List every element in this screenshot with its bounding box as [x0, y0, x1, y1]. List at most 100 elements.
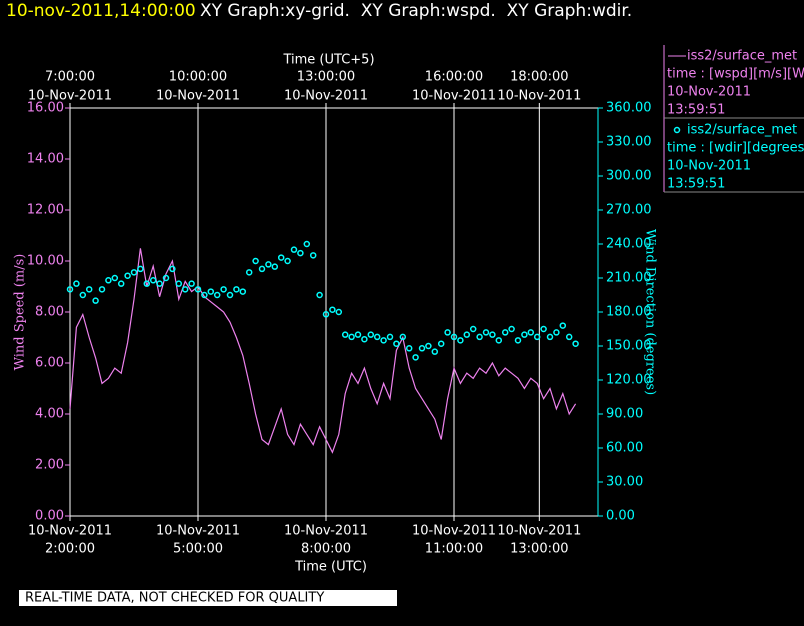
- point: [412, 354, 419, 361]
- y2-tick-label: 150.00: [606, 339, 652, 354]
- point: [335, 308, 343, 316]
- point: [169, 265, 176, 273]
- point: [105, 277, 112, 284]
- point: [341, 331, 349, 338]
- point: [540, 325, 547, 333]
- x-tick-label: 10-Nov-2011: [156, 524, 240, 539]
- point: [226, 291, 234, 299]
- point: [92, 297, 99, 304]
- x-tick-label: 10-Nov-2011: [497, 524, 581, 539]
- x-axis-label: Time (UTC): [294, 560, 367, 575]
- x-tick-label: 11:00:00: [425, 542, 483, 557]
- point: [457, 337, 464, 344]
- x-tick-label: 2:00:00: [45, 542, 95, 557]
- point: [316, 291, 323, 299]
- point: [117, 280, 125, 287]
- x2-tick-label: 10-Nov-2011: [412, 89, 496, 104]
- point: [527, 329, 535, 336]
- legend-swatch: [673, 126, 681, 134]
- point: [425, 342, 432, 350]
- legend-label: iss2/surface_met: [687, 123, 797, 138]
- y-tick-label: 16.00: [27, 101, 64, 116]
- x2-tick-label: 10-Nov-2011: [28, 89, 112, 104]
- note-box: [19, 590, 397, 606]
- point: [252, 257, 259, 265]
- point: [393, 340, 400, 347]
- point: [489, 331, 496, 338]
- point: [258, 265, 266, 273]
- x-tick-label: 10-Nov-2011: [284, 524, 368, 539]
- point: [431, 348, 439, 355]
- point: [437, 340, 445, 347]
- point: [521, 331, 528, 338]
- point: [303, 240, 311, 248]
- point: [85, 286, 93, 293]
- point: [245, 269, 253, 276]
- point: [201, 291, 208, 299]
- point: [149, 277, 157, 284]
- point: [501, 329, 509, 336]
- x2-tick-label: 18:00:00: [510, 70, 568, 85]
- y2-tick-label: 330.00: [606, 135, 652, 150]
- x2-tick-label: 10-Nov-2011: [156, 89, 240, 104]
- x-tick-label: 10-Nov-2011: [28, 524, 112, 539]
- y2-tick-label: 210.00: [606, 271, 652, 286]
- point: [565, 333, 573, 341]
- x2-tick-label: 13:00:00: [297, 70, 355, 85]
- y-tick-label: 0.00: [35, 509, 64, 524]
- point: [265, 261, 272, 268]
- point: [373, 333, 381, 341]
- point: [156, 280, 163, 287]
- y-tick-label: 14.00: [27, 152, 64, 167]
- point: [233, 286, 240, 293]
- x-tick-label: 13:00:00: [510, 542, 568, 557]
- point: [553, 329, 560, 336]
- x-tick-label: 8:00:00: [301, 542, 351, 557]
- title-time: 10-nov-2011,14:00:00: [6, 1, 196, 21]
- legend-label: iss2/surface_met: [687, 49, 797, 64]
- point: [348, 333, 355, 341]
- point: [188, 280, 195, 287]
- x2-tick-label: 10-Nov-2011: [284, 89, 368, 104]
- point: [137, 265, 144, 273]
- point: [143, 280, 151, 287]
- legend-detail: time : [wspd][m/s][Wind: [667, 67, 804, 82]
- point: [207, 288, 215, 295]
- y-tick-label: 4.00: [35, 407, 64, 422]
- note: REAL-TIME DATA, NOT CHECKED FOR QUALITY: [25, 591, 324, 606]
- legend-detail: time : [wdir][degrees][V: [667, 141, 804, 156]
- point: [329, 306, 336, 313]
- point: [194, 286, 202, 293]
- y2-tick-label: 120.00: [606, 373, 652, 388]
- point: [476, 333, 483, 341]
- point: [73, 280, 80, 287]
- y2-tick-label: 240.00: [606, 237, 652, 252]
- x-tick-label: 10-Nov-2011: [412, 524, 496, 539]
- x2-tick-label: 10:00:00: [169, 70, 227, 85]
- y2-tick-label: 360.00: [606, 101, 652, 116]
- point: [239, 288, 247, 295]
- point: [98, 286, 106, 293]
- legend-detail: 13:59:51: [667, 103, 725, 118]
- y-tick-label: 8.00: [35, 305, 64, 320]
- point: [297, 249, 304, 257]
- point: [361, 335, 368, 343]
- point: [463, 331, 471, 338]
- y2-tick-label: 180.00: [606, 305, 652, 320]
- x2-tick-label: 10-Nov-2011: [497, 89, 581, 104]
- point: [546, 333, 554, 341]
- point: [354, 331, 362, 338]
- x2-axis-label: Time (UTC+5): [282, 53, 374, 68]
- point: [405, 345, 413, 352]
- y-axis-label: Wind Speed (m/s): [13, 254, 28, 371]
- x-tick-label: 5:00:00: [173, 542, 223, 557]
- point: [482, 329, 490, 336]
- y-tick-label: 12.00: [27, 203, 64, 218]
- x2-tick-label: 7:00:00: [45, 70, 95, 85]
- point: [450, 333, 458, 341]
- y-tick-label: 10.00: [27, 254, 64, 269]
- point: [162, 274, 170, 282]
- point: [181, 286, 189, 293]
- y2-tick-label: 300.00: [606, 169, 652, 184]
